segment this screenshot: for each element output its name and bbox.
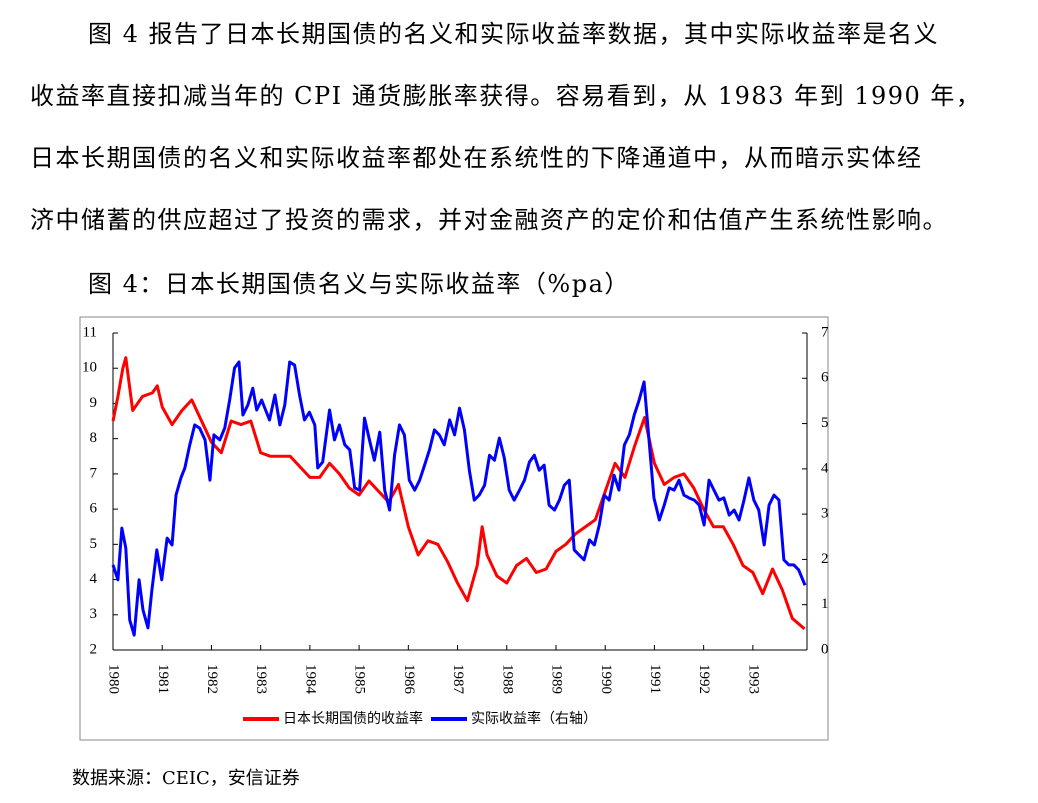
legend-label: 实际收益率（右轴） [471, 710, 597, 727]
x-tick-label: 1987 [450, 664, 466, 695]
y-tick-label: 9 [90, 395, 98, 411]
paragraph-line: 日本长期国债的名义和实际收益率都处在系统性的下降通道中，从而暗示实体经 [30, 144, 923, 172]
y-tick-label: 5 [90, 536, 98, 552]
x-tick-label: 1983 [253, 664, 269, 694]
x-tick-label: 1982 [204, 664, 220, 694]
y2-tick-label: 7 [821, 324, 829, 340]
x-tick-label: 1992 [696, 664, 712, 694]
y2-tick-label: 5 [821, 415, 829, 431]
x-tick-label: 1985 [352, 664, 368, 694]
legend-label: 日本长期国债的收益率 [283, 710, 423, 727]
x-tick-label: 1993 [745, 664, 761, 694]
y2-tick-label: 4 [821, 460, 829, 476]
paragraph-line: 济中储蓄的供应超过了投资的需求，并对金融资产的定价和估值产生系统性影响。 [30, 206, 948, 234]
y2-tick-label: 3 [821, 506, 829, 522]
series-line [111, 356, 806, 631]
y-tick-label: 4 [90, 571, 98, 587]
x-tick-label: 1981 [155, 664, 171, 694]
x-tick-label: 1990 [598, 664, 614, 694]
y-tick-label: 10 [82, 360, 97, 376]
y2-tick-label: 2 [821, 551, 829, 567]
y-tick-label: 8 [90, 430, 98, 446]
x-tick-label: 1988 [499, 664, 515, 694]
x-tick-label: 1984 [302, 664, 318, 695]
y2-tick-label: 6 [821, 370, 829, 386]
y-tick-label: 6 [90, 501, 98, 517]
x-tick-label: 1991 [647, 664, 663, 694]
x-tick-label: 1980 [106, 664, 122, 694]
y-tick-label: 2 [90, 641, 98, 657]
y-tick-label: 7 [90, 465, 98, 481]
source-note: 数据来源：CEIC，安信证券 [72, 768, 300, 789]
y2-tick-label: 0 [821, 641, 829, 657]
x-tick-label: 1989 [549, 664, 565, 694]
series-line [111, 360, 807, 637]
paragraph-line: 收益率直接扣减当年的 CPI 通货膨胀率获得。容易看到，从 1983 年到 19… [30, 82, 982, 110]
y-tick-label: 11 [83, 324, 97, 340]
figure-caption: 图 4：日本长期国债名义与实际收益率（%pa） [88, 270, 630, 298]
chart-frame [79, 316, 829, 741]
paragraph-line: 图 4 报告了日本长期国债的名义和实际收益率数据，其中实际收益率是名义 [88, 20, 940, 48]
x-tick-label: 1986 [401, 664, 417, 695]
y2-tick-label: 1 [821, 596, 829, 612]
y-tick-label: 3 [90, 606, 98, 622]
